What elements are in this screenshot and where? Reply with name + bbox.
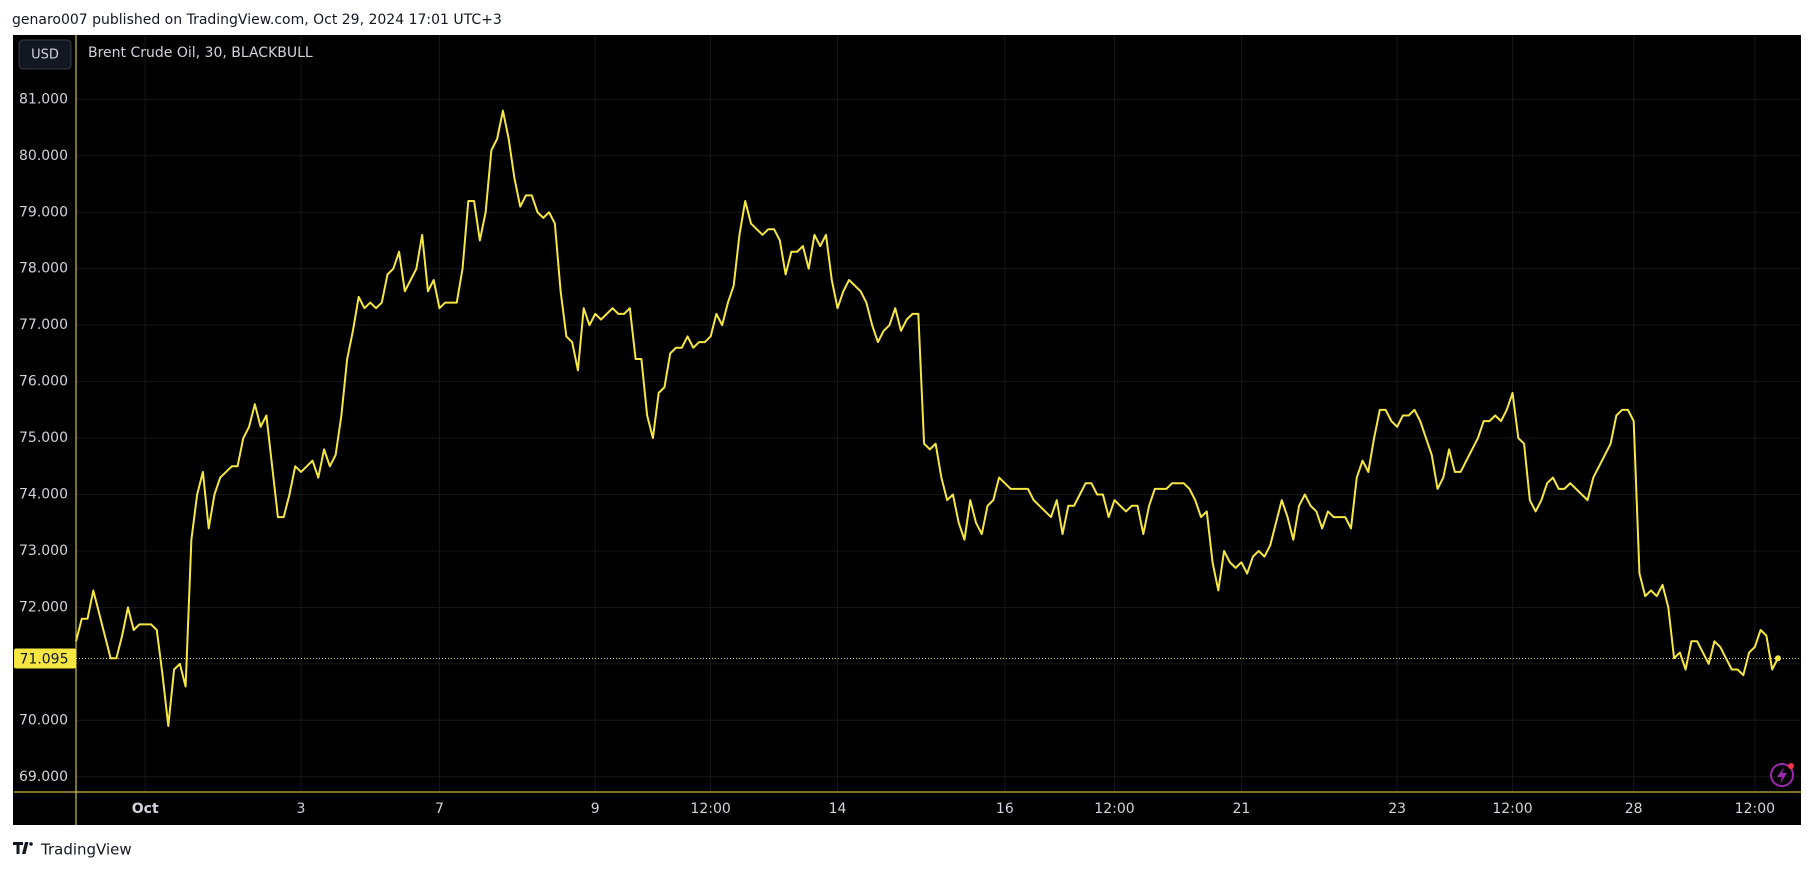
y-tick-label: 73.000 [19, 543, 68, 559]
x-tick-label: 12:00 [1094, 801, 1134, 817]
x-tick-label: 21 [1232, 801, 1250, 817]
icon-ring [1770, 763, 1794, 787]
brand: TradingView [13, 841, 132, 859]
x-tick-label: 23 [1388, 801, 1406, 817]
y-tick-label: 72.000 [19, 599, 68, 615]
symbol-title: Brent Crude Oil, 30, BLACKBULL [88, 45, 313, 61]
x-tick-label: 16 [996, 801, 1014, 817]
x-tick-label: 12:00 [1735, 801, 1775, 817]
price-line [75, 109, 1779, 727]
x-tick-label: 12:00 [1492, 801, 1532, 817]
currency-label: USD [31, 48, 59, 63]
x-tick-label: 9 [591, 801, 600, 817]
plot [75, 109, 1801, 727]
icon-dot [1788, 763, 1794, 769]
y-tick-label: 75.000 [19, 430, 68, 446]
y-tick-label: 76.000 [19, 374, 68, 390]
y-tick-label: 78.000 [19, 261, 68, 277]
icon-bolt [1777, 767, 1787, 784]
y-tick-label: 69.000 [19, 769, 68, 785]
x-tick-label: 3 [297, 801, 306, 817]
currency-button[interactable] [18, 39, 72, 70]
brand-name: TradingView [40, 841, 132, 859]
y-tick-label: 79.000 [19, 204, 68, 220]
x-tick-label: 28 [1625, 801, 1643, 817]
y-tick-label: 70.000 [19, 712, 68, 728]
x-tick-label: 12:00 [690, 801, 730, 817]
x-tick-label: 7 [435, 801, 444, 817]
brand-logo [13, 842, 29, 854]
axes: 69.00070.00071.00072.00073.00074.00075.0… [14, 35, 1801, 825]
x-tick-label: 14 [829, 801, 847, 817]
x-tick-label: Oct [132, 801, 159, 817]
y-tick-label: 74.000 [19, 487, 68, 503]
y-tick-label: 80.000 [19, 148, 68, 164]
last-price-badge [14, 648, 76, 669]
y-tick-label: 77.000 [19, 317, 68, 333]
grid [76, 35, 1801, 792]
brand-logo-dot [29, 842, 33, 846]
lightning-icon[interactable] [1770, 763, 1794, 787]
y-tick-label: 81.000 [19, 91, 68, 107]
publish-header: genaro007 published on TradingView.com, … [12, 12, 502, 28]
chart-pane [13, 35, 1801, 825]
last-price-label: 71.095 [20, 651, 69, 667]
